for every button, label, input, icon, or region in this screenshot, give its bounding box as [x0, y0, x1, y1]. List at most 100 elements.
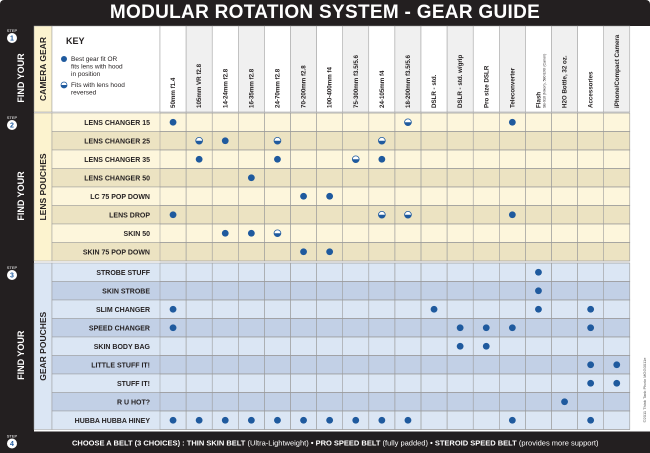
footer-text-part: (provides more support)	[519, 438, 599, 447]
row-name: SKIN 75 POP DOWN	[83, 249, 150, 256]
full-dot-icon	[222, 417, 229, 424]
row-name: HUBBA HUBBA HINEY	[75, 418, 151, 425]
footer-text-part: PRO SPEED BELT	[316, 438, 381, 447]
full-dot-icon	[587, 324, 594, 331]
column-label: 18-200mm f3.5/5.6	[405, 54, 412, 108]
full-dot-icon	[457, 343, 464, 350]
row-name: STROBE STUFF	[96, 270, 150, 277]
find-your-label: FIND YOUR	[16, 171, 26, 221]
row-name: SKIN BODY BAG	[94, 344, 151, 351]
key-text: Best gear fit OR	[71, 56, 118, 63]
step-number: 1	[10, 36, 14, 43]
full-dot-icon	[222, 230, 229, 237]
full-dot-icon	[274, 417, 281, 424]
full-dot-icon	[587, 380, 594, 387]
column-label: Accessories	[588, 71, 595, 108]
full-dot-icon	[483, 324, 490, 331]
step-label: STEP	[7, 115, 18, 120]
row-name: R U HOT?	[117, 399, 150, 406]
full-dot-icon	[405, 417, 412, 424]
row-name: SPEED CHANGER	[89, 325, 150, 332]
full-dot-icon	[431, 306, 438, 313]
full-dot-icon	[509, 119, 516, 126]
full-dot-icon	[378, 156, 385, 163]
full-dot-icon	[613, 380, 620, 387]
footer-text-part: STEROID SPEED BELT	[435, 438, 517, 447]
find-your-label: FIND YOUR	[16, 330, 26, 380]
row-name: SKIN STROBE	[102, 288, 150, 295]
full-dot-icon	[170, 417, 177, 424]
column-label: 70-200mm f2.8	[301, 65, 308, 108]
full-dot-icon	[300, 248, 307, 255]
full-dot-icon	[457, 324, 464, 331]
full-dot-icon	[248, 174, 255, 181]
full-dot-icon	[613, 361, 620, 368]
full-dot-icon	[196, 417, 203, 424]
full-dot-icon	[170, 324, 177, 331]
footer-text-part: CHOOSE A BELT (3 CHOICES) :	[72, 438, 185, 447]
column-label: DSLR - std.	[431, 74, 438, 108]
footer-text-part: (fully padded)	[383, 438, 429, 447]
full-dot-icon	[248, 230, 255, 237]
column-label: 75-300mm f3.5/5.6	[353, 54, 360, 108]
column-label: 105mm VR f2.8	[196, 63, 203, 108]
full-dot-icon	[352, 417, 359, 424]
category-label: LENS POUCHES	[38, 153, 48, 220]
full-dot-icon	[535, 287, 542, 294]
column-label: H2O Bottle, 32 oz.	[562, 55, 569, 108]
column-label: 24-105mm f4	[379, 70, 386, 108]
column-label: 16-35mm f2.8	[248, 68, 255, 108]
row-name: LENS CHANGER 50	[84, 175, 150, 182]
step-number: 4	[10, 441, 14, 448]
full-dot-icon	[587, 417, 594, 424]
key-text: Fits with lens hood	[71, 82, 125, 89]
column-sub-label: SB-910 (Nikon), 580 EXII (Canon)	[542, 54, 546, 108]
full-dot-icon	[274, 156, 281, 163]
full-dot-icon	[509, 211, 516, 218]
column-label: 50mm f1.4	[170, 77, 177, 108]
full-dot-icon	[509, 417, 516, 424]
copyright-text: ©2011 Think Tank Photo MGG0011e	[642, 357, 647, 423]
step-number: 2	[10, 123, 14, 130]
column-label: 100-400mm f4	[327, 67, 334, 108]
full-dot-icon	[587, 306, 594, 313]
key-text: reversed	[71, 90, 97, 97]
step-label: STEP	[7, 434, 18, 439]
full-dot-icon	[248, 417, 255, 424]
category-label: CAMERA GEAR	[38, 37, 48, 101]
step-number: 3	[10, 273, 14, 280]
column-label: Pro size DSLR	[483, 65, 490, 108]
full-dot-icon	[222, 137, 229, 144]
full-dot-icon	[326, 193, 333, 200]
category-label: GEAR POUCHES	[38, 311, 48, 380]
belt-choices: CHOOSE A BELT (3 CHOICES) : THIN SKIN BE…	[72, 438, 599, 447]
row-name: LENS CHANGER 35	[84, 157, 150, 164]
find-your-label: FIND YOUR	[16, 53, 26, 103]
footer-text-part: (Ultra-Lightweight)	[247, 438, 309, 447]
footer-text-part: THIN SKIN BELT	[187, 438, 246, 447]
column-label: Teleconverter	[509, 67, 516, 108]
full-dot-icon	[170, 211, 177, 218]
row-name: STUFF IT!	[117, 381, 150, 388]
row-name: LITTLE STUFF IT!	[91, 362, 150, 369]
row-name: SLIM CHANGER	[96, 307, 150, 314]
row-name: SKIN 50	[124, 231, 151, 238]
key-text: fits lens with hood	[71, 64, 123, 71]
column-label: iPhone/Compact Camera	[614, 34, 621, 108]
full-dot-icon	[300, 417, 307, 424]
full-dot-icon	[561, 398, 568, 405]
step-label: STEP	[7, 28, 18, 33]
column-label: DSLR - std. w/grip	[457, 55, 464, 109]
column-label: 24-70mm f2.8	[274, 68, 281, 108]
full-dot-icon	[509, 324, 516, 331]
key-text: in position	[71, 71, 101, 78]
step-label: STEP	[7, 265, 18, 270]
full-dot-icon	[300, 193, 307, 200]
row-name: LENS CHANGER 15	[84, 120, 150, 127]
row-name: LENS DROP	[109, 212, 150, 219]
full-dot-icon	[61, 56, 67, 62]
key-title: KEY	[66, 36, 85, 46]
full-dot-icon	[587, 361, 594, 368]
